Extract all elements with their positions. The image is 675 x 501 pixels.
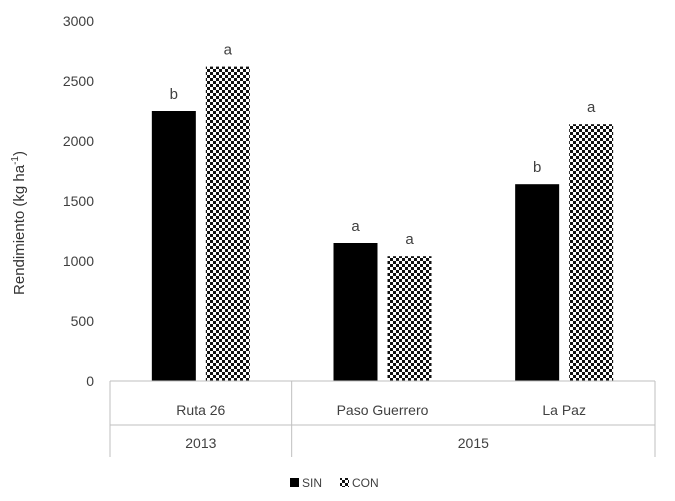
x-category-label: Ruta 26 bbox=[176, 402, 225, 418]
legend-label: SIN bbox=[302, 476, 322, 490]
bars: b a a a b a bbox=[151, 42, 614, 381]
bar-sin bbox=[515, 184, 560, 381]
y-axis-label: Rendimiento (kg ha-1) bbox=[10, 151, 28, 295]
y-tick-label: 500 bbox=[71, 313, 95, 329]
legend-label: CON bbox=[352, 476, 379, 490]
x-group-label: 2015 bbox=[458, 435, 489, 451]
legend-swatch-con bbox=[340, 478, 349, 487]
bar-con bbox=[569, 124, 614, 381]
x-category-label: La Paz bbox=[542, 402, 586, 418]
y-tick-label: 2000 bbox=[63, 133, 94, 149]
bar-significance-label: b bbox=[170, 86, 178, 103]
legend-swatch-sin bbox=[290, 478, 299, 487]
y-axis-ticks: 0 500 1000 1500 2000 2500 3000 bbox=[63, 13, 94, 389]
bar-sin bbox=[151, 111, 196, 381]
legend: SIN CON bbox=[290, 476, 379, 490]
bar-con bbox=[205, 66, 250, 381]
bar-significance-label: a bbox=[405, 231, 414, 248]
x-axis: Ruta 26 Paso Guerrero La Paz 2013 2015 bbox=[109, 380, 656, 457]
bar-significance-label: a bbox=[224, 42, 233, 59]
y-tick-label: 1000 bbox=[63, 253, 94, 269]
x-category-label: Paso Guerrero bbox=[337, 402, 429, 418]
x-group-label: 2013 bbox=[185, 435, 216, 451]
y-tick-label: 3000 bbox=[63, 13, 94, 29]
bar-sin bbox=[333, 243, 378, 381]
bar-con bbox=[387, 256, 432, 381]
bar-significance-label: a bbox=[587, 99, 596, 116]
y-tick-label: 0 bbox=[86, 373, 94, 389]
y-tick-label: 2500 bbox=[63, 73, 94, 89]
bar-significance-label: a bbox=[351, 218, 360, 235]
y-tick-label: 1500 bbox=[63, 193, 94, 209]
bar-significance-label: b bbox=[533, 159, 541, 176]
